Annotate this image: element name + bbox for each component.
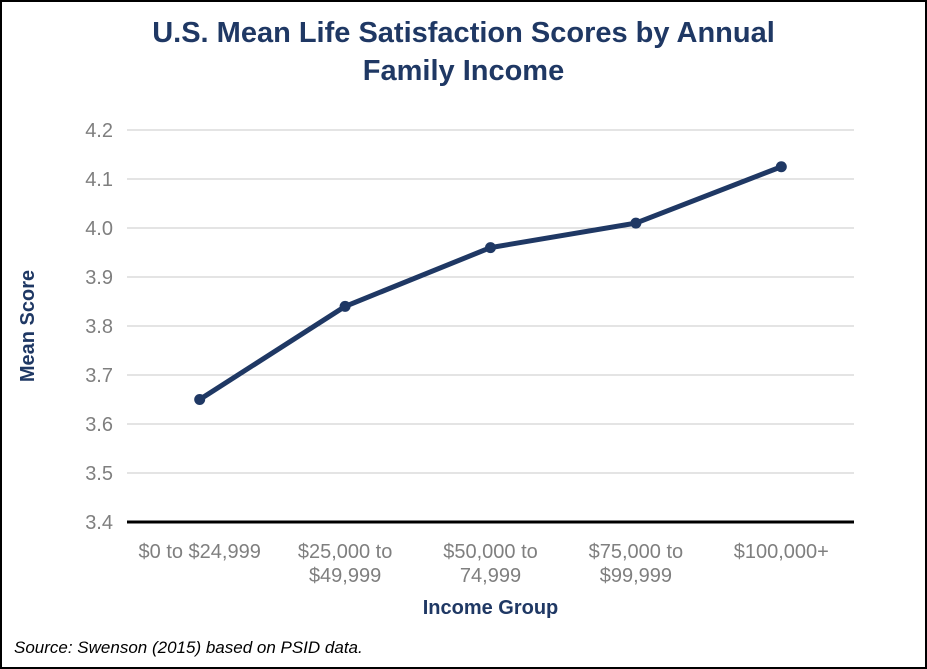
x-tick-label: $50,000 to 74,999 — [443, 541, 538, 587]
x-tick-label: $75,000 to $99,999 — [589, 541, 684, 587]
x-tick-label: $0 to $24,999 — [139, 541, 261, 563]
series-line — [197, 164, 784, 402]
y-axis-title: Mean Score — [17, 270, 39, 382]
x-axis-title: Income Group — [423, 597, 559, 619]
data-point-marker — [485, 242, 496, 254]
data-point-marker — [339, 300, 351, 312]
data-point-marker — [775, 161, 787, 173]
y-tick-label: 3.9 — [85, 267, 113, 289]
y-tick-label: 4.1 — [85, 169, 113, 191]
y-tick-label: 4.0 — [85, 218, 113, 240]
y-tick-label: 3.8 — [85, 316, 113, 338]
x-tick-label: $100,000+ — [734, 541, 829, 563]
y-tick-label: 3.4 — [85, 512, 113, 534]
source-note: Source: Swenson (2015) based on PSID dat… — [14, 638, 363, 657]
y-tick-label: 3.6 — [85, 414, 113, 436]
data-point-marker — [630, 217, 642, 229]
y-tick-label: 3.5 — [85, 463, 113, 485]
data-point-marker — [194, 394, 206, 405]
y-tick-label: 3.7 — [85, 365, 113, 387]
x-tick-label: $25,000 to $49,999 — [298, 541, 393, 587]
chart-title: U.S. Mean Life Satisfaction Scores by An… — [152, 17, 775, 87]
y-tick-label: 4.2 — [85, 120, 113, 142]
